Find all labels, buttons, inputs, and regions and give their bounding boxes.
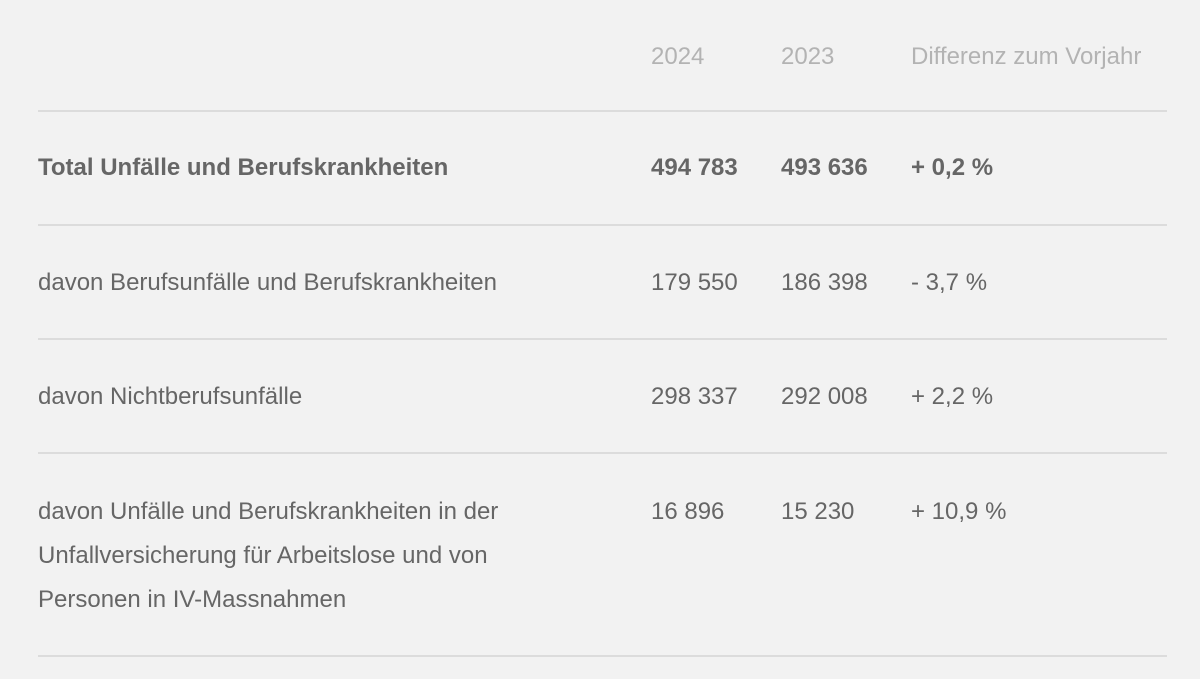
row-label: davon Unfälle und Berufskrankheiten in d… [38,498,499,613]
table-row: davon Nichtberufsunfälle 298 337 292 008… [38,340,1167,454]
table-row: davon Unfälle und Berufskrankheiten in d… [38,454,1167,657]
header-diff: Differenz zum Vorjahr [911,43,1142,70]
value-2024: 298 337 [651,383,738,410]
table-row: davon Berufsunfälle und Berufskrankheite… [38,226,1167,340]
table-header: 2024 2023 Differenz zum Vorjahr [38,0,1167,112]
header-2023: 2023 [781,43,835,70]
value-2023: 493 636 [781,154,868,181]
table-row: Total Unfälle und Berufskrankheiten 494 … [38,112,1167,226]
value-2023: 15 230 [781,498,855,525]
row-label: davon Nichtberufsunfälle [38,383,303,410]
row-label: davon Berufsunfälle und Berufskrankheite… [38,269,497,296]
row-label: Total Unfälle und Berufskrankheiten [38,154,449,181]
value-2023: 186 398 [781,269,868,296]
value-diff: + 0,2 % [911,154,994,181]
value-diff: + 2,2 % [911,383,994,410]
value-diff: - 3,7 % [911,269,988,296]
header-2024: 2024 [651,43,705,70]
value-2024: 494 783 [651,154,738,181]
value-2023: 292 008 [781,383,868,410]
value-2024: 16 896 [651,498,725,525]
value-2024: 179 550 [651,269,738,296]
value-diff: + 10,9 % [911,498,1007,525]
